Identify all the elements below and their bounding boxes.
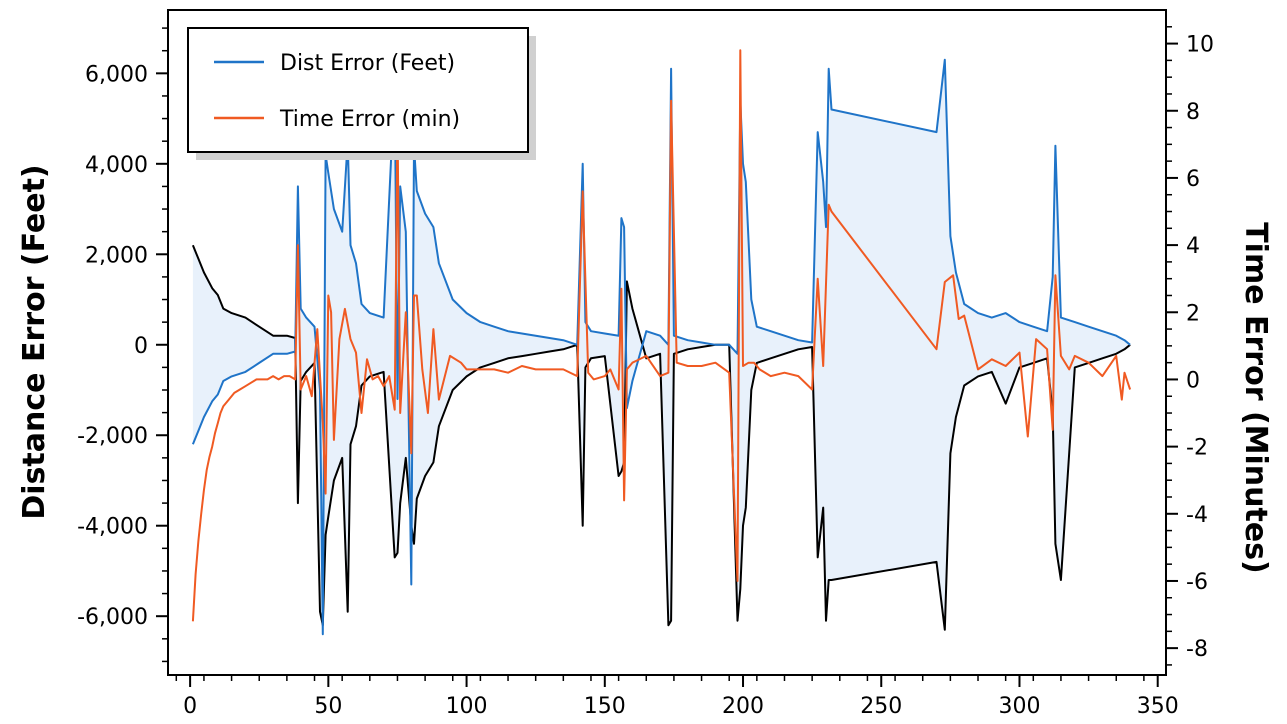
y2-tick-label: -2 xyxy=(1186,436,1208,461)
dist-error-line xyxy=(191,58,1131,636)
x-tick-label: 100 xyxy=(446,694,488,719)
axes-layer: -6,000 -4,000 -2,000 0 2,000 4,000 6,000 -8 -6 -4… xyxy=(77,26,1214,719)
y-tick-label: 4,000 xyxy=(85,153,148,178)
plot-area-frame xyxy=(167,9,1167,676)
y2-tick-label: -4 xyxy=(1186,503,1208,528)
y2-tick-label: 10 xyxy=(1186,33,1214,58)
legend-box xyxy=(187,27,529,153)
x-tick-label: 300 xyxy=(998,694,1040,719)
y-tick-label: 6,000 xyxy=(85,62,148,87)
y2-tick-label: -8 xyxy=(1186,637,1208,662)
x-tick-label: 50 xyxy=(314,694,342,719)
band-fill-layer xyxy=(192,59,1131,635)
y-tick-label: 2,000 xyxy=(85,243,148,268)
y-tick-label: -6,000 xyxy=(77,605,148,630)
y2-tick-label: 8 xyxy=(1186,100,1200,125)
y2-tick-label: 4 xyxy=(1186,234,1200,259)
y-tick-label: 0 xyxy=(134,334,148,359)
x-tick-label: 200 xyxy=(722,694,764,719)
y2-tick-label: 6 xyxy=(1186,167,1200,192)
series-layer xyxy=(191,49,1132,636)
x-tick-label: 250 xyxy=(860,694,902,719)
time-error-line xyxy=(191,49,1132,622)
x-tick-label: 350 xyxy=(1137,694,1179,719)
y-tick-label: -2,000 xyxy=(77,424,148,449)
x-tick-label: 150 xyxy=(584,694,626,719)
y2-tick-label: -6 xyxy=(1186,570,1208,595)
y2-axis-title: Time Error (Minutes) xyxy=(1238,222,1273,574)
y2-tick-label: 0 xyxy=(1186,368,1200,393)
y-tick-label: -4,000 xyxy=(77,515,148,540)
legend-label: Time Error (min) xyxy=(279,107,460,132)
band-fill xyxy=(192,59,1131,635)
x-tick-label: 0 xyxy=(183,694,197,719)
legend-label: Dist Error (Feet) xyxy=(280,51,455,76)
legend: Dist Error (Feet) Time Error (min) xyxy=(187,27,536,160)
y-axis-title: Distance Error (Feet) xyxy=(17,164,52,519)
y2-tick-label: 2 xyxy=(1186,301,1200,326)
